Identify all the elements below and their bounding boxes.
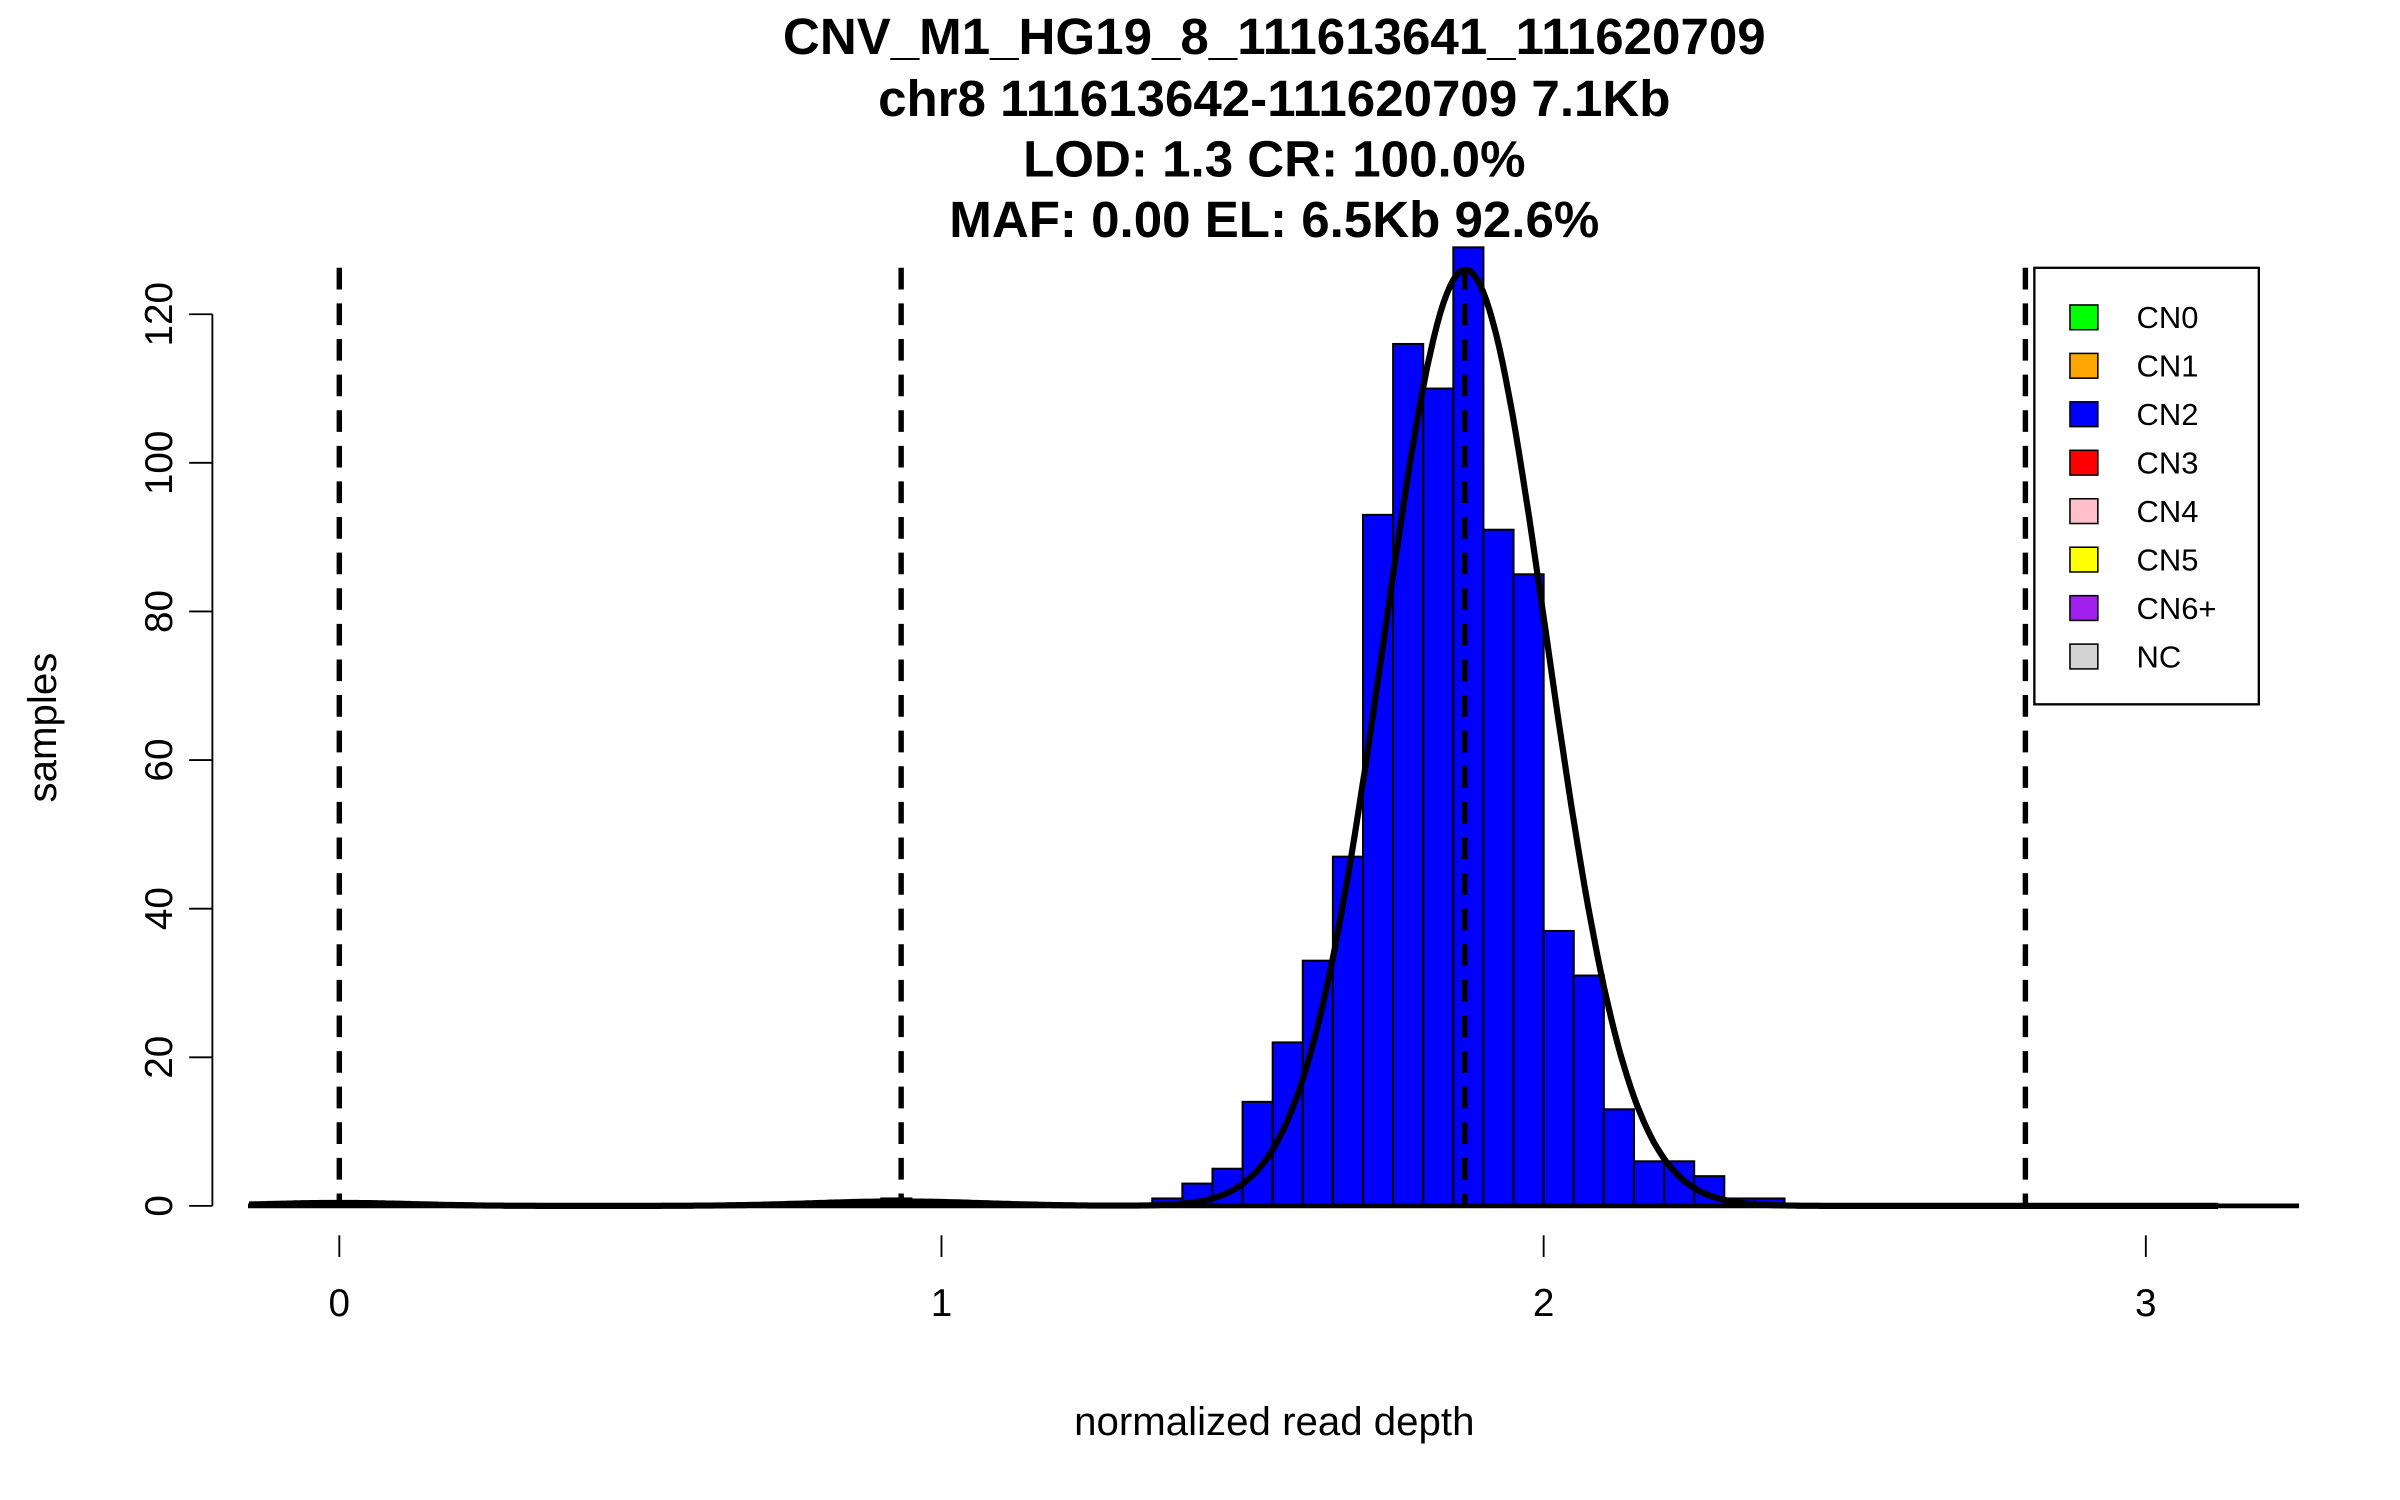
x-tick-label: 3 [2135, 1282, 2157, 1325]
legend-label: CN6+ [2137, 591, 2217, 626]
copy-number-boundaries [336, 267, 2029, 1206]
legend-label: CN1 [2137, 349, 2199, 384]
y-axis: 0 20 40 60 80 100 120 [138, 282, 214, 1217]
legend-label: CN2 [2137, 397, 2199, 432]
y-tick-label: 20 [138, 1036, 181, 1079]
normal-fit-curve [249, 266, 2219, 1209]
x-tick-label: 0 [329, 1282, 351, 1325]
histogram-bar [1482, 528, 1515, 1207]
title-line-3: LOD: 1.3 CR: 100.0% [1023, 130, 1525, 187]
histogram-bar [1632, 1160, 1666, 1207]
histogram-bar [1301, 959, 1334, 1207]
title-line-1: CNV_M1_HG19_8_111613641_111620709 [783, 8, 1766, 65]
y-tick-label: 0 [138, 1195, 181, 1217]
legend-label: CN0 [2137, 300, 2199, 335]
legend-swatch [2069, 497, 2099, 525]
histogram-bar [1512, 573, 1545, 1207]
legend: CN0 CN1 CN2 CN3 CN4 CN5 CN6+ NC [2033, 266, 2260, 706]
y-axis-label: samples [20, 653, 65, 803]
legend-box [2033, 266, 2260, 706]
histogram-bar [1422, 387, 1455, 1207]
legend-swatch [2069, 401, 2099, 428]
histogram-bars [880, 246, 1786, 1207]
legend-label: CN4 [2137, 494, 2199, 529]
title-line-2: chr8 111613642-111620709 7.1Kb [878, 70, 1670, 127]
title-line-4: MAF: 0.00 EL: 6.5Kb 92.6% [949, 191, 1599, 248]
legend-swatch [2069, 546, 2099, 573]
fit-curve [249, 266, 2219, 1209]
histogram-bar [1452, 246, 1485, 1207]
legend-label: CN3 [2137, 446, 2199, 481]
x-tick-label: 2 [1533, 1282, 1555, 1325]
y-tick-label: 40 [138, 887, 181, 930]
y-tick-label: 100 [138, 431, 181, 496]
y-tick-label: 60 [138, 739, 181, 782]
histogram-bar [1602, 1108, 1635, 1207]
legend-swatch [2069, 594, 2099, 622]
x-axis: 0 1 2 3 [329, 1235, 2157, 1325]
histogram-bar [1542, 929, 1575, 1207]
legend-swatch [2069, 449, 2099, 476]
legend-swatch [2069, 304, 2099, 331]
legend-swatch [2069, 643, 2099, 670]
y-tick-label: 120 [138, 282, 181, 347]
histogram-bar [1572, 974, 1605, 1207]
chart-title: CNV_M1_HG19_8_111613641_111620709 chr8 1… [783, 8, 1766, 248]
y-tick-label: 80 [138, 590, 181, 633]
x-axis-label: normalized read depth [1074, 1399, 1474, 1444]
x-tick-label: 1 [931, 1282, 953, 1325]
legend-swatch [2069, 352, 2099, 379]
histogram-bar [1331, 855, 1365, 1207]
legend-label: CN5 [2137, 542, 2199, 577]
legend-label: NC [2137, 639, 2182, 674]
